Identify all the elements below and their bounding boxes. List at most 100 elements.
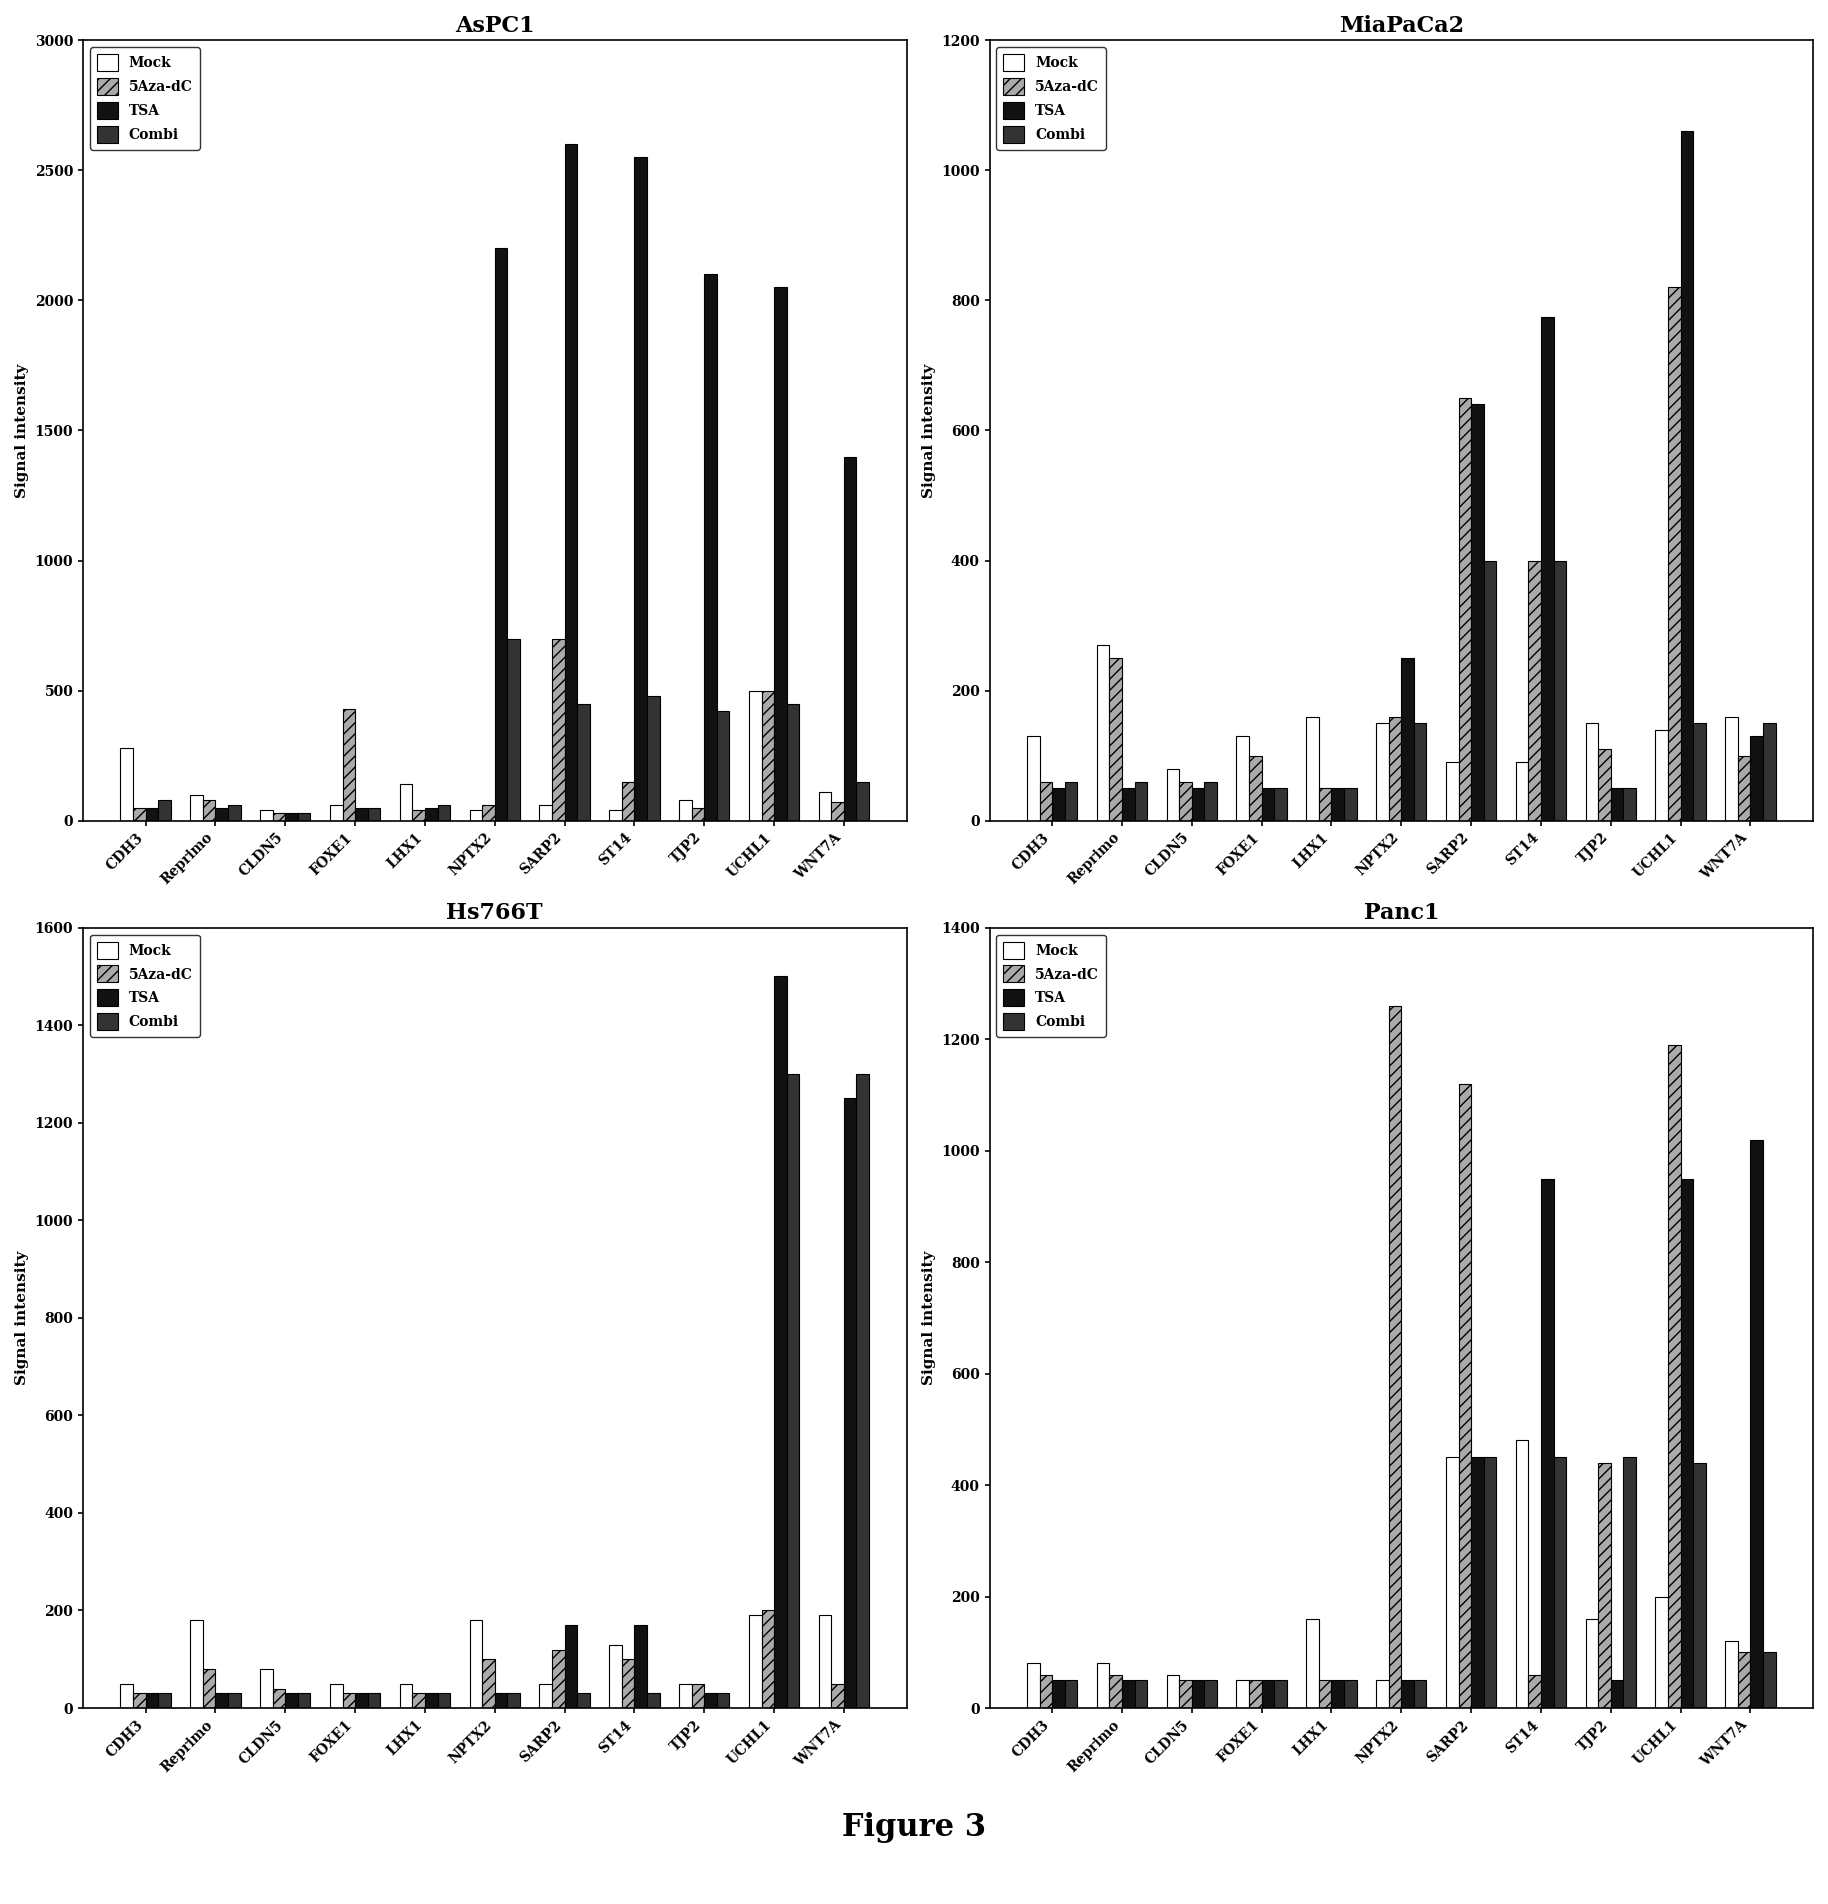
- Bar: [298, 813, 311, 821]
- Bar: [680, 800, 691, 821]
- Bar: [298, 1693, 311, 1708]
- Bar: [1027, 1664, 1040, 1708]
- Bar: [565, 1626, 578, 1708]
- Bar: [203, 800, 216, 821]
- Bar: [216, 807, 228, 821]
- Y-axis label: Signal intensity: Signal intensity: [921, 364, 936, 497]
- Bar: [1236, 1679, 1249, 1708]
- Bar: [260, 1670, 272, 1708]
- Bar: [121, 748, 133, 821]
- Bar: [622, 783, 634, 821]
- Bar: [1179, 783, 1192, 821]
- Bar: [1192, 1679, 1205, 1708]
- Bar: [1389, 1005, 1402, 1708]
- Bar: [228, 1693, 241, 1708]
- Bar: [1726, 716, 1738, 821]
- Bar: [578, 1693, 590, 1708]
- Legend: Mock, 5Aza-dC, TSA, Combi: Mock, 5Aza-dC, TSA, Combi: [90, 935, 199, 1038]
- Bar: [1274, 1679, 1287, 1708]
- Bar: [228, 805, 241, 821]
- Bar: [1472, 404, 1484, 821]
- Legend: Mock, 5Aza-dC, TSA, Combi: Mock, 5Aza-dC, TSA, Combi: [90, 48, 199, 150]
- Bar: [1261, 788, 1274, 821]
- Bar: [1135, 783, 1148, 821]
- Bar: [647, 1693, 660, 1708]
- Bar: [773, 977, 786, 1708]
- Bar: [1667, 1045, 1680, 1708]
- Text: Figure 3: Figure 3: [843, 1813, 985, 1843]
- Bar: [413, 811, 424, 821]
- Bar: [1205, 1679, 1217, 1708]
- Title: MiaPaCa2: MiaPaCa2: [1338, 15, 1464, 36]
- Bar: [1459, 398, 1472, 821]
- Bar: [704, 274, 717, 821]
- Legend: Mock, 5Aza-dC, TSA, Combi: Mock, 5Aza-dC, TSA, Combi: [996, 935, 1106, 1038]
- Bar: [773, 288, 786, 821]
- Bar: [216, 1693, 228, 1708]
- Bar: [819, 1615, 832, 1708]
- Bar: [1726, 1641, 1738, 1708]
- Bar: [1693, 724, 1706, 821]
- Bar: [1236, 737, 1249, 821]
- Bar: [1598, 748, 1610, 821]
- Y-axis label: Signal intensity: Signal intensity: [921, 1251, 936, 1384]
- Bar: [609, 811, 622, 821]
- Bar: [400, 784, 413, 821]
- Bar: [1738, 756, 1751, 821]
- Bar: [1598, 1462, 1610, 1708]
- Bar: [203, 1670, 216, 1708]
- Bar: [578, 704, 590, 821]
- Bar: [424, 807, 437, 821]
- Bar: [539, 1683, 552, 1708]
- Bar: [1515, 762, 1528, 821]
- Bar: [1680, 131, 1693, 821]
- Bar: [762, 691, 773, 821]
- Bar: [1693, 1462, 1706, 1708]
- Bar: [1751, 737, 1762, 821]
- Bar: [1528, 1676, 1541, 1708]
- Bar: [133, 1693, 146, 1708]
- Bar: [832, 1683, 845, 1708]
- Bar: [1610, 1679, 1623, 1708]
- Title: Panc1: Panc1: [1364, 902, 1439, 923]
- Bar: [1667, 288, 1680, 821]
- Bar: [1135, 1679, 1148, 1708]
- Bar: [1249, 1679, 1261, 1708]
- Bar: [1738, 1653, 1751, 1708]
- Bar: [1413, 1679, 1426, 1708]
- Bar: [539, 805, 552, 821]
- Bar: [1554, 1457, 1567, 1708]
- Bar: [400, 1683, 413, 1708]
- Bar: [552, 1649, 565, 1708]
- Bar: [1484, 1457, 1497, 1708]
- Bar: [1610, 788, 1623, 821]
- Bar: [1623, 788, 1636, 821]
- Bar: [1389, 716, 1402, 821]
- Bar: [1402, 659, 1413, 821]
- Bar: [1053, 1679, 1064, 1708]
- Bar: [285, 1693, 298, 1708]
- Bar: [159, 800, 170, 821]
- Bar: [437, 1693, 450, 1708]
- Bar: [704, 1693, 717, 1708]
- Bar: [495, 1693, 508, 1708]
- Bar: [1166, 769, 1179, 821]
- Bar: [1472, 1457, 1484, 1708]
- Bar: [691, 1683, 704, 1708]
- Bar: [749, 1615, 762, 1708]
- Bar: [717, 712, 729, 821]
- Bar: [1179, 1679, 1192, 1708]
- Bar: [1307, 1618, 1318, 1708]
- Bar: [483, 805, 495, 821]
- Bar: [845, 1099, 857, 1708]
- Bar: [342, 708, 355, 821]
- Bar: [355, 1693, 367, 1708]
- Bar: [786, 1074, 799, 1708]
- Legend: Mock, 5Aza-dC, TSA, Combi: Mock, 5Aza-dC, TSA, Combi: [996, 48, 1106, 150]
- Bar: [1053, 788, 1064, 821]
- Bar: [508, 638, 519, 821]
- Bar: [1331, 1679, 1344, 1708]
- Bar: [762, 1611, 773, 1708]
- Bar: [1318, 1679, 1331, 1708]
- Bar: [1274, 788, 1287, 821]
